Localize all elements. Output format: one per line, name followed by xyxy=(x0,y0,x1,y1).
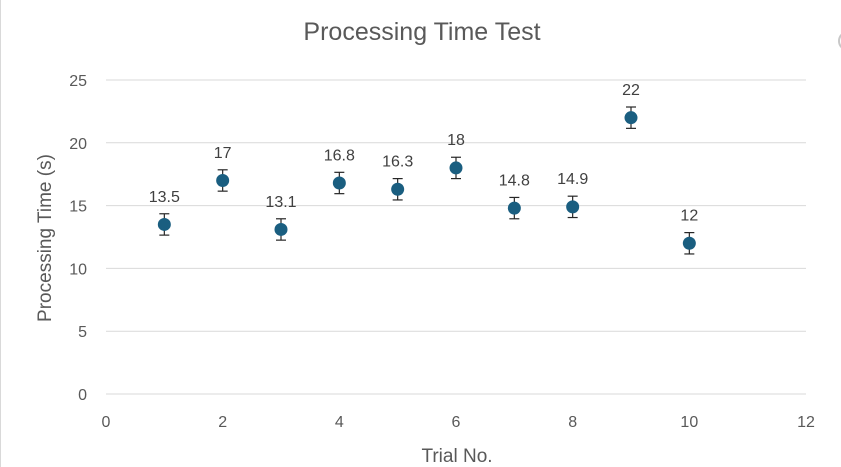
data-label: 13.1 xyxy=(265,194,296,211)
data-point[interactable] xyxy=(274,222,288,236)
y-axis-title: Processing Time (s) xyxy=(35,154,56,322)
data-labels: 13.5 17 13.1 16.8 16.3 18 14.8 14.9 22 12 xyxy=(149,82,699,225)
x-tick-label: 2 xyxy=(218,414,227,431)
data-point[interactable] xyxy=(157,217,171,231)
y-tick-label: 15 xyxy=(69,199,87,216)
x-tick-label: 10 xyxy=(680,414,698,431)
y-tick-label: 5 xyxy=(78,324,87,341)
data-points xyxy=(157,111,696,250)
data-label: 16.3 xyxy=(382,154,413,171)
y-tick-label: 0 xyxy=(78,387,87,404)
y-axis-ticks: 0 5 10 15 20 25 xyxy=(69,73,87,404)
data-label: 12 xyxy=(680,208,698,225)
data-point[interactable] xyxy=(216,173,230,187)
y-tick-label: 20 xyxy=(69,136,87,153)
x-tick-label: 0 xyxy=(102,414,111,431)
data-point[interactable] xyxy=(332,176,346,190)
data-label: 17 xyxy=(214,145,232,162)
x-axis-title: Trial No. xyxy=(421,446,492,467)
data-label: 14.9 xyxy=(557,171,588,188)
x-axis-ticks: 0 2 4 6 8 10 12 xyxy=(102,414,815,431)
y-tick-label: 10 xyxy=(69,261,87,278)
x-tick-label: 12 xyxy=(797,414,815,431)
data-label: 14.8 xyxy=(499,172,530,189)
data-label: 18 xyxy=(447,132,465,149)
data-label: 16.8 xyxy=(324,147,355,164)
data-point[interactable] xyxy=(624,111,638,125)
chart-title: Processing Time Test xyxy=(303,18,540,46)
data-point[interactable] xyxy=(682,236,696,250)
error-bars xyxy=(159,106,695,255)
x-tick-label: 8 xyxy=(568,414,577,431)
data-point[interactable] xyxy=(449,161,463,175)
y-tick-label: 25 xyxy=(69,73,87,90)
data-label: 22 xyxy=(622,82,640,99)
data-point[interactable] xyxy=(391,182,405,196)
data-point[interactable] xyxy=(566,200,580,214)
gridlines xyxy=(106,79,806,395)
x-tick-label: 6 xyxy=(452,414,461,431)
data-point[interactable] xyxy=(507,201,521,215)
resize-handle-icon[interactable] xyxy=(838,32,841,50)
data-label: 13.5 xyxy=(149,189,180,206)
x-tick-label: 4 xyxy=(335,414,344,431)
